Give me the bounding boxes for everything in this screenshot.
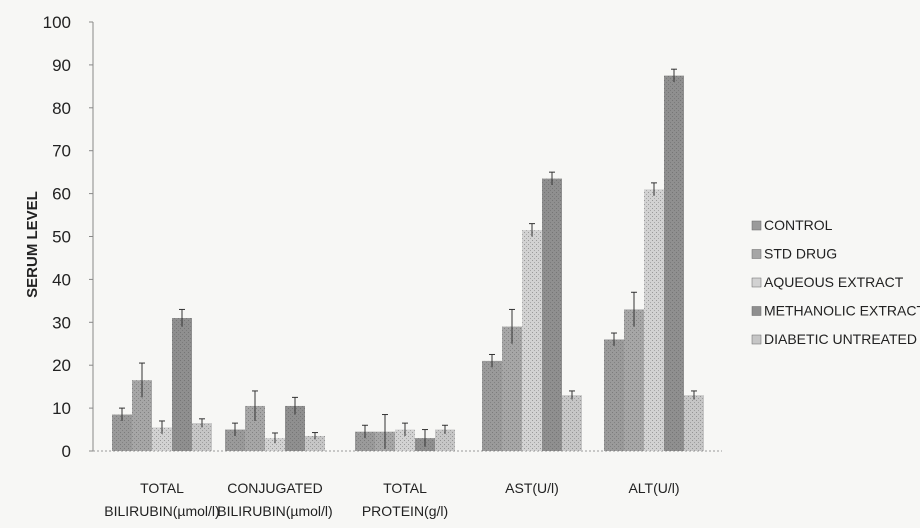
y-tick-label: 70 — [52, 142, 71, 161]
x-tick-label: TOTAL — [383, 480, 427, 496]
bar-texture — [542, 178, 562, 451]
bar-texture — [522, 230, 542, 451]
bar-texture — [355, 431, 375, 451]
bar-texture — [225, 429, 245, 451]
bar-texture — [172, 318, 192, 451]
legend-swatch — [751, 220, 762, 231]
legend-label: DIABETIC UNTREATED — [764, 331, 917, 347]
y-tick-label: 40 — [52, 270, 71, 289]
legend-label: STD DRUG — [764, 246, 837, 262]
legend-label: AQUEOUS EXTRACT — [764, 274, 904, 290]
bar-texture — [624, 309, 644, 451]
x-tick-label: ALT(U/l) — [628, 480, 679, 496]
bar-texture — [285, 405, 305, 451]
legend-swatch — [751, 277, 762, 288]
bar-texture — [604, 339, 624, 451]
y-tick-label: 60 — [52, 185, 71, 204]
bar-texture — [265, 438, 285, 451]
bar-texture — [435, 429, 455, 451]
x-tick-label: BILIRUBIN(µmol/l) — [217, 503, 332, 519]
legend-label: CONTROL — [764, 217, 833, 233]
bar-texture — [305, 435, 325, 451]
bar-texture — [482, 360, 502, 451]
bar-texture — [192, 423, 212, 451]
bar-texture — [644, 189, 664, 451]
y-tick-label: 80 — [52, 99, 71, 118]
x-tick-label: AST(U/l) — [505, 480, 559, 496]
y-tick-label: 10 — [52, 399, 71, 418]
y-tick-label: 20 — [52, 356, 71, 375]
x-tick-label: PROTEIN(g/l) — [362, 503, 448, 519]
y-tick-label: 0 — [62, 442, 71, 461]
bar-texture — [112, 414, 132, 451]
bar-texture — [502, 326, 522, 451]
legend-swatch — [751, 334, 762, 345]
bar-texture — [395, 429, 415, 451]
legend-swatch — [751, 249, 762, 259]
bar-texture — [132, 380, 152, 451]
legend-swatch — [751, 306, 762, 316]
bar-texture — [245, 405, 265, 451]
bar-texture — [152, 427, 172, 451]
y-tick-label: 30 — [52, 313, 71, 332]
legend-label: METHANOLIC EXTRACT — [764, 303, 920, 319]
bar-texture — [684, 395, 704, 451]
y-tick-label: 90 — [52, 56, 71, 75]
bar-texture — [664, 75, 684, 451]
x-tick-label: BILIRUBIN(µmol/l) — [104, 503, 219, 519]
bar-texture — [562, 395, 582, 451]
y-tick-label: 100 — [43, 13, 71, 32]
y-axis-title: SERUM LEVEL — [24, 191, 41, 298]
x-tick-label: TOTAL — [140, 480, 184, 496]
y-tick-label: 50 — [52, 228, 71, 247]
x-tick-label: CONJUGATED — [227, 480, 322, 496]
